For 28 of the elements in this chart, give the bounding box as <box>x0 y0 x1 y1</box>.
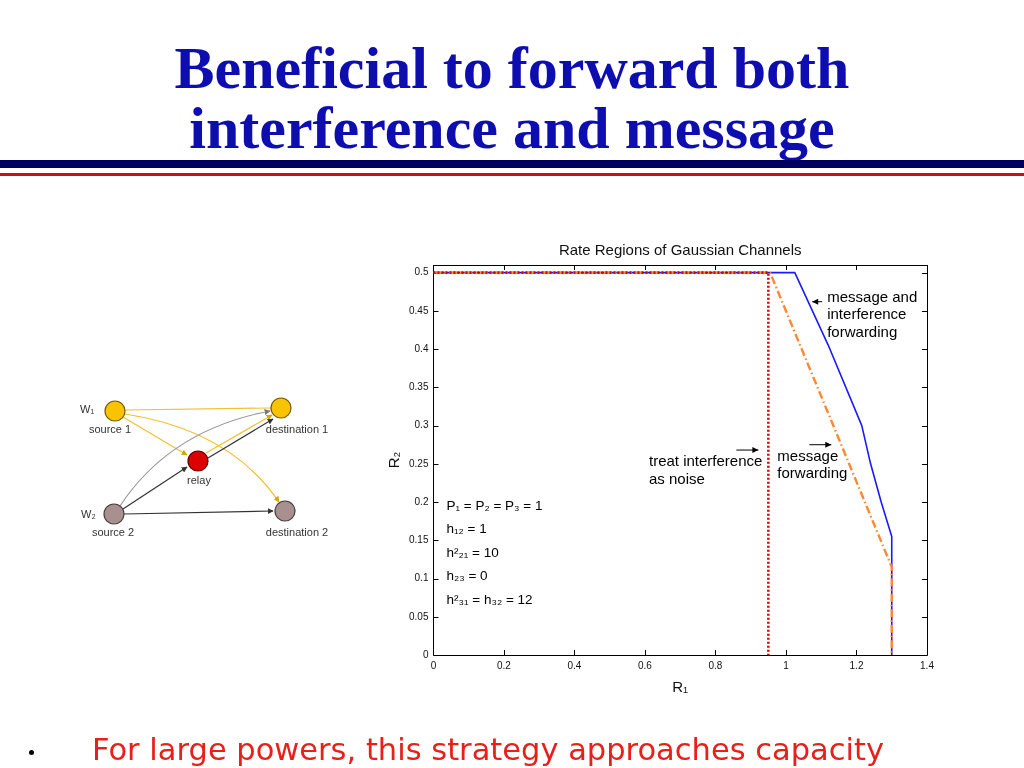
y-axis-title: R₂ <box>385 451 403 469</box>
x-axis-title: R₁ <box>672 678 689 696</box>
x-tick-label: 1 <box>783 659 790 671</box>
y-tick-label: 0 <box>422 648 429 660</box>
chart-subtitle: Rate Regions of Gaussian Channels <box>558 241 802 259</box>
y-tick-label: 0.5 <box>414 266 429 278</box>
text: For large powers, this strategy approaches capacity <box>92 732 884 767</box>
annotation: message forwarding <box>777 446 848 482</box>
y-tick-label: 0.45 <box>408 304 429 316</box>
y-tick-label: 0.25 <box>408 457 429 469</box>
x-tick-label: 0.6 <box>638 659 653 671</box>
x-tick-label: 0.8 <box>708 659 723 671</box>
x-tick-label: 1.4 <box>920 659 935 671</box>
y-tick-label: 0.15 <box>408 534 429 546</box>
y-tick-label: 0.4 <box>414 342 429 354</box>
x-tick-label: 1.2 <box>849 659 864 671</box>
chart-title: Beneficial to forward both interference and message <box>173 35 851 161</box>
y-tick-label: 0.05 <box>408 610 429 622</box>
y-tick-label: 0.3 <box>414 419 429 431</box>
annotation: treat interference as noise <box>648 452 763 487</box>
y-tick-label: 0.35 <box>408 381 429 393</box>
y-tick-label: 0.2 <box>414 495 429 507</box>
x-tick-label: 0 <box>430 659 437 671</box>
x-tick-label: 0.2 <box>497 659 512 671</box>
y-tick-label: 0.1 <box>414 572 429 584</box>
annotation: message and interference forwarding <box>827 287 918 340</box>
annotation: P₁ = P₂ = P₃ = 1 h₁₂ = 1 h²₂₁ = 10 h₂₃ = 0 h²₃₁ = h₃₂ = 12 <box>446 497 543 607</box>
x-tick-label: 0.4 <box>567 659 582 671</box>
